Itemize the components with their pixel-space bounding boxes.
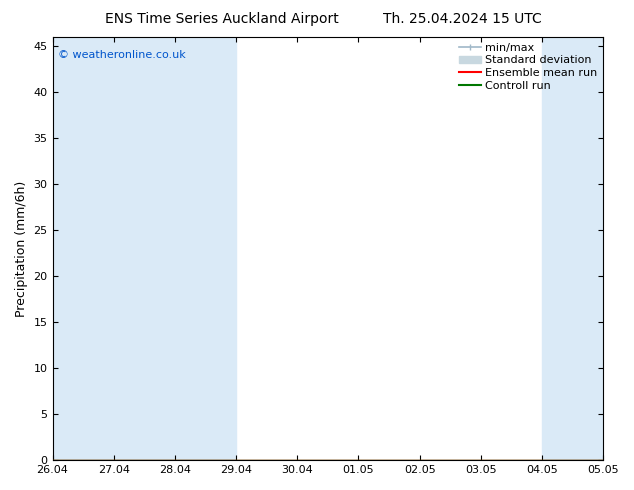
Legend: min/max, Standard deviation, Ensemble mean run, Controll run: min/max, Standard deviation, Ensemble me… bbox=[456, 40, 600, 93]
Text: Th. 25.04.2024 15 UTC: Th. 25.04.2024 15 UTC bbox=[384, 12, 542, 26]
Text: © weatheronline.co.uk: © weatheronline.co.uk bbox=[58, 50, 186, 60]
Text: ENS Time Series Auckland Airport: ENS Time Series Auckland Airport bbox=[105, 12, 339, 26]
Bar bbox=[53, 37, 113, 460]
Bar bbox=[113, 37, 236, 460]
Y-axis label: Precipitation (mm/6h): Precipitation (mm/6h) bbox=[15, 180, 28, 317]
Bar bbox=[542, 37, 603, 460]
Bar bbox=[603, 37, 634, 460]
